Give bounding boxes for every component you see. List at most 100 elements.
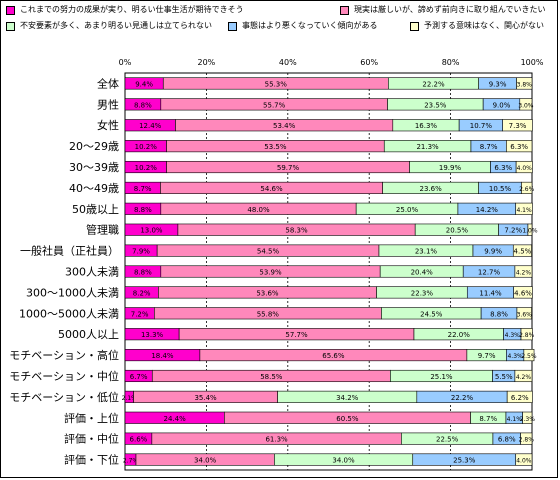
data-label-9-0: 8.8% <box>134 269 152 277</box>
data-label-2-3: 10.7% <box>470 122 493 130</box>
category-label-3: 20～29歳 <box>69 140 119 153</box>
data-label-14-1: 58.5% <box>260 373 283 381</box>
legend-swatch-2 <box>340 6 349 15</box>
data-label-3-4: 6.3% <box>510 143 528 151</box>
category-label-8: 一般社員（正社員） <box>20 244 119 258</box>
data-label-13-1: 65.6% <box>322 352 345 360</box>
data-label-4-4: 4.0% <box>517 165 533 172</box>
data-label-16-0: 24.4% <box>164 415 187 423</box>
legend-label-3: 不安要素が多く、あまり明るい見通しは立てられない <box>20 21 212 30</box>
data-label-0-2: 22.2% <box>422 80 445 88</box>
data-label-8-3: 9.9% <box>484 248 502 256</box>
data-label-17-3: 6.8% <box>498 436 516 444</box>
data-label-6-1: 48.0% <box>247 206 270 214</box>
data-label-6-0: 8.8% <box>134 206 152 214</box>
data-label-2-0: 12.4% <box>139 122 162 130</box>
data-label-4-3: 6.3% <box>494 164 512 172</box>
bar-1-4 <box>519 98 533 111</box>
x-tick-label-5: 100% <box>521 58 544 67</box>
category-label-4: 30～39歳 <box>69 161 119 174</box>
legend-swatch-1 <box>6 6 15 15</box>
data-label-3-1: 53.5% <box>264 143 287 151</box>
legend-label-4: 事態はより悪くなっていく傾向がある <box>242 21 378 30</box>
bar-13-4 <box>523 349 535 362</box>
data-label-4-0: 10.2% <box>135 164 158 172</box>
category-label-10: 300～1000人未満 <box>26 286 119 299</box>
category-label-12: 5000人以上 <box>58 328 119 341</box>
category-label-13: モチベーション・高位 <box>9 348 119 362</box>
data-label-2-4: 7.3% <box>509 122 527 130</box>
data-label-14-4: 4.2% <box>516 374 532 381</box>
data-label-11-0: 7.2% <box>131 310 149 318</box>
bar-7-4 <box>527 223 533 236</box>
data-label-7-3: 7.2% <box>504 227 522 235</box>
x-tick-label-1: 20% <box>198 58 216 67</box>
data-label-15-3: 22.2% <box>451 394 474 402</box>
bar-9-4 <box>514 265 533 278</box>
data-label-5-0: 8.7% <box>134 185 152 193</box>
category-label-16: 評価・上位 <box>64 411 119 425</box>
category-label-9: 300人未満 <box>65 266 119 279</box>
category-label-18: 評価・下位 <box>64 453 119 467</box>
bar-18-4 <box>515 453 533 466</box>
data-label-13-0: 18.4% <box>151 352 174 360</box>
x-tick-label-0: 0% <box>119 58 132 67</box>
data-label-10-4: 4.6% <box>514 289 532 297</box>
data-label-17-4: 2.8% <box>519 437 535 444</box>
data-label-8-0: 7.9% <box>132 248 150 256</box>
category-label-6: 50歳以上 <box>72 203 119 216</box>
data-label-11-2: 24.5% <box>420 310 443 318</box>
data-label-15-2: 34.2% <box>336 394 359 402</box>
data-label-0-4: 3.8% <box>517 81 533 88</box>
legend-swatch-4 <box>228 22 237 31</box>
data-label-8-1: 54.5% <box>257 248 280 256</box>
x-tick-label-3: 60% <box>360 58 378 67</box>
data-label-17-2: 22.5% <box>436 436 459 444</box>
data-label-5-2: 23.6% <box>420 185 443 193</box>
data-label-3-0: 10.2% <box>135 143 158 151</box>
data-label-18-4: 4.0% <box>516 458 532 465</box>
legend-swatch-5 <box>410 22 419 31</box>
data-label-16-2: 8.7% <box>479 415 497 423</box>
data-label-2-1: 53.4% <box>273 122 296 130</box>
category-label-17: 評価・中位 <box>64 432 119 446</box>
data-label-8-2: 23.1% <box>415 248 438 256</box>
data-label-4-2: 19.9% <box>439 164 462 172</box>
data-label-3-2: 21.3% <box>416 143 439 151</box>
bar-6-4 <box>515 202 533 215</box>
bar-11-4 <box>516 307 532 320</box>
legend-label-5: 予測する意味はなく、関心がない <box>424 21 544 30</box>
data-label-12-0: 13.3% <box>141 331 164 339</box>
data-label-16-4: 2.3% <box>520 416 536 423</box>
data-label-16-1: 60.5% <box>336 415 359 423</box>
category-label-5: 40～49歳 <box>69 182 119 195</box>
data-label-7-0: 13.0% <box>140 227 163 235</box>
data-label-13-3: 4.3% <box>507 353 523 360</box>
data-label-1-4: 3.0% <box>518 102 534 109</box>
data-label-7-2: 20.5% <box>446 227 469 235</box>
data-label-8-4: 4.5% <box>514 248 532 256</box>
bar-17-4 <box>520 432 533 445</box>
data-label-14-0: 6.7% <box>130 373 148 381</box>
data-label-16-3: 4.1% <box>507 416 523 423</box>
data-label-10-2: 22.3% <box>411 289 434 297</box>
data-label-9-4: 4.2% <box>516 270 532 277</box>
data-label-17-1: 61.3% <box>265 436 288 444</box>
data-label-10-0: 8.2% <box>133 289 151 297</box>
data-label-15-1: 35.4% <box>194 394 217 402</box>
data-label-9-3: 12.7% <box>478 269 501 277</box>
bar-4-4 <box>515 160 533 174</box>
data-label-12-3: 4.3% <box>505 332 521 339</box>
data-label-14-3: 5.5% <box>495 373 513 381</box>
x-tick-label-4: 80% <box>442 58 460 67</box>
data-label-3-3: 8.7% <box>480 143 498 151</box>
category-label-7: 管理職 <box>86 223 119 237</box>
category-label-2: 女性 <box>97 118 119 132</box>
bar-16-4 <box>522 411 533 424</box>
data-label-1-3: 9.0% <box>493 101 511 109</box>
legend-label-1: これまでの努力の成果が実り、明るい仕事生活が期待できそう <box>20 5 244 14</box>
legend: これまでの努力の成果が実り、明るい仕事生活が期待できそう 現実は厳しいが、諦めず… <box>0 0 560 44</box>
bar-3-4 <box>506 140 533 153</box>
data-label-2-2: 16.3% <box>415 122 438 130</box>
